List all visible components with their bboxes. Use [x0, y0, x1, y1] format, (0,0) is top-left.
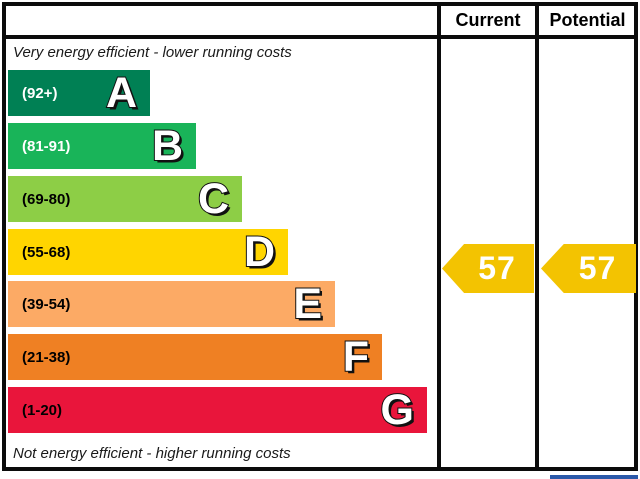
band-e: (39-54) E [8, 280, 335, 328]
potential-column-header: Potential [549, 9, 626, 30]
potential-column-divider [535, 2, 539, 471]
potential-rating-arrow: 57 [541, 244, 636, 293]
band-d: (55-68) D [8, 228, 288, 276]
band-letter: D [243, 228, 276, 276]
band-letter: E [292, 280, 323, 328]
band-letter: C [197, 175, 230, 223]
band-range-label: (39-54) [22, 295, 71, 313]
band-c: (69-80) C [8, 175, 242, 223]
current-rating-arrow: 57 [442, 244, 534, 293]
current-column-divider [437, 2, 441, 471]
band-range-label: (69-80) [22, 190, 71, 208]
band-range-label: (81-91) [22, 137, 71, 155]
header-divider-line [2, 35, 638, 39]
caption-very-efficient: Very energy efficient - lower running co… [13, 44, 292, 61]
caption-not-efficient: Not energy efficient - higher running co… [13, 445, 291, 462]
current-rating-value: 57 [478, 250, 516, 286]
band-range-label: (21-38) [22, 348, 71, 366]
band-f: (21-38) F [8, 333, 382, 381]
band-letter: A [105, 69, 138, 117]
current-column-header: Current [455, 9, 521, 30]
band-letter: B [151, 122, 184, 170]
band-range-label: (55-68) [22, 243, 71, 261]
band-range-label: (92+) [22, 84, 58, 102]
band-range-label: (1-20) [22, 401, 63, 419]
cut-off-blue-box-edge [550, 475, 638, 479]
band-g: (1-20) G [8, 386, 427, 434]
band-letter: G [380, 386, 415, 434]
band-a: (92+) A [8, 69, 150, 117]
band-b: (81-91) B [8, 122, 196, 170]
band-letter: F [342, 333, 370, 381]
potential-rating-value: 57 [578, 250, 617, 286]
